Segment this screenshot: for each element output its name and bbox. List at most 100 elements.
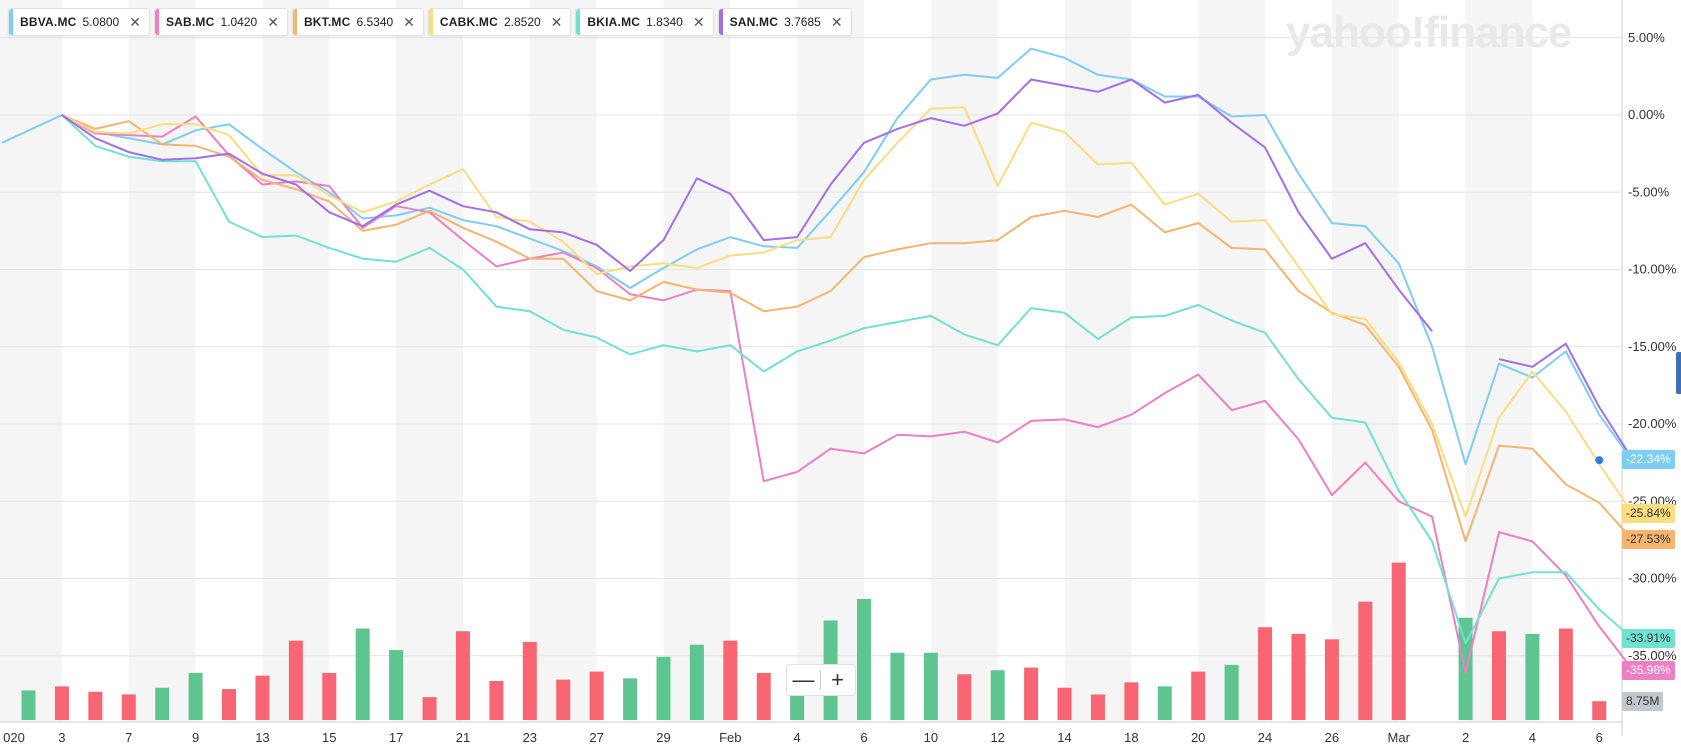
volume-bar [1391,562,1406,720]
x-tick-label: 6 [860,730,867,745]
volume-bar [21,690,36,720]
volume-bar [155,687,170,720]
x-tick-label: 20 [1191,730,1205,745]
volume-bar [857,598,871,720]
panel-edge-handle[interactable] [1676,352,1681,394]
series-line-bkt-mc [61,114,1634,543]
legend-symbol: SAB.MC [165,15,215,29]
legend-chip-bbva[interactable]: BBVA.MC 5.0800 ✕ [8,8,150,36]
background-band [529,0,597,722]
x-tick-label: 21 [456,730,470,745]
legend-value: 6.5340 [356,15,394,29]
y-tick-label: 5.00% [1628,30,1665,45]
series-line-bbva-mc [1,47,1634,466]
close-icon[interactable]: ✕ [129,13,141,30]
volume-bar [522,641,537,720]
end-flag-bkt: -27.53% [1622,530,1675,550]
background-band [262,0,330,722]
x-tick-label: 17 [389,730,403,745]
volume-bar [1525,633,1540,720]
close-icon[interactable]: ✕ [692,13,705,30]
volume-bar [1291,633,1306,720]
end-flag-sab: -35.98% [1622,660,1675,680]
x-tick-label: 2 [1462,730,1469,745]
volume-bar [689,644,704,720]
volume-bar [88,691,103,720]
volume-bar [1157,686,1172,720]
volume-bar [1491,631,1506,720]
series-color-swatch [576,9,581,35]
x-tick-label: Mar [1388,730,1411,745]
volume-bar [355,628,370,720]
volume-bar [589,671,604,720]
volume-bar [1558,628,1573,720]
y-tick-label: -10.00% [1628,262,1677,277]
last-point-marker [1595,456,1604,465]
volume-bar [255,675,270,720]
volume-bar [489,680,504,720]
background-band [797,0,864,722]
legend-symbol: BKT.MC [303,15,351,29]
close-icon[interactable]: ✕ [403,13,415,30]
background-band [1465,0,1533,722]
background-band [1064,0,1132,722]
volume-bar [54,686,69,720]
volume-bar [222,689,237,720]
volume-bar [288,640,303,720]
legend-value: 2.8520 [503,15,541,29]
series-color-swatch [154,9,159,35]
volume-bar [1057,687,1072,720]
x-tick-label: 14 [1057,730,1071,745]
y-tick-label: -15.00% [1628,339,1677,354]
volume-bar [623,678,638,720]
series-line-san-mc [61,78,1634,461]
y-tick-label: -20.00% [1628,416,1677,431]
x-tick-label: 27 [589,730,603,745]
legend-chip-bkt[interactable]: BKT.MC 6.5340 ✕ [291,8,424,36]
legend-value: 3.7685 [784,15,821,29]
volume-bar [1324,639,1339,720]
close-icon[interactable]: ✕ [550,13,563,30]
x-tick-label: 15 [322,730,336,745]
legend-value: 1.8340 [646,15,683,29]
close-icon[interactable]: ✕ [267,13,279,30]
legend-chip-bkia[interactable]: BKIA.MC 1.8340 ✕ [575,8,714,36]
zoom-in-button[interactable]: + [831,667,844,692]
volume-bar [1358,601,1373,720]
x-tick-label: 18 [1124,730,1138,745]
end-flag-volume: 8.75M [1622,692,1664,712]
x-tick-label: 4 [1529,730,1536,745]
legend-symbol: CABK.MC [439,15,498,29]
series-line-bkia-mc [61,114,1634,645]
y-tick-label: 0.00% [1628,107,1665,122]
volume-bar [1024,667,1039,720]
x-tick-label: 13 [255,730,269,745]
zoom-out-button[interactable]: — [792,667,815,692]
x-tick-label: 23 [523,730,537,745]
legend-chip-cabk[interactable]: CABK.MC 2.8520 ✕ [427,8,572,36]
background-band [1198,0,1266,722]
volume-bar [1592,701,1607,720]
volume-bar [1224,664,1239,720]
volume-bar [1191,671,1206,720]
x-tick-label: 020 [3,730,25,745]
volume-bar [923,652,938,720]
close-icon[interactable]: ✕ [830,13,843,30]
x-tick-label: Feb [719,730,741,745]
volume-bar [1090,694,1105,720]
end-flag-bkia: -33.91% [1622,628,1675,648]
background-band [396,0,463,722]
series-color-swatch [9,9,13,35]
legend-chip-sab[interactable]: SAB.MC 1.0420 ✕ [153,8,288,36]
legend-value: 5.0800 [82,15,120,29]
volume-bar [422,697,437,720]
legend-chip-san[interactable]: SAN.MC 3.7685 ✕ [717,8,852,36]
volume-bar [890,652,905,720]
x-tick-label: 26 [1325,730,1339,745]
y-tick-label: -35.00% [1628,648,1677,663]
background-band [28,0,62,722]
series-color-swatch [718,9,723,35]
volume-bar [990,670,1005,720]
volume-bar [723,640,738,720]
